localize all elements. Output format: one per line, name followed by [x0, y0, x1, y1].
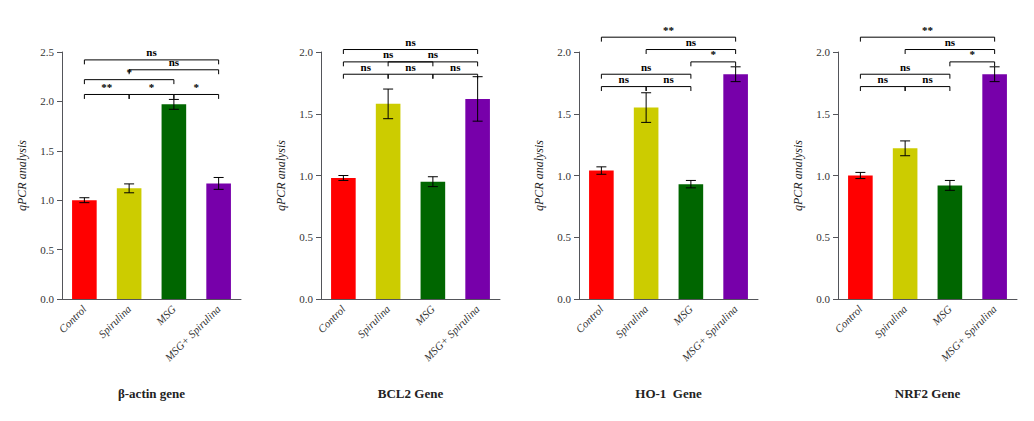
- svg-text:ns: ns: [878, 73, 889, 85]
- svg-text:1.0: 1.0: [40, 194, 54, 206]
- svg-text:ns: ns: [405, 36, 416, 48]
- svg-text:MSG: MSG: [153, 303, 178, 328]
- svg-text:2.0: 2.0: [40, 95, 54, 107]
- svg-text:Spirulina: Spirulina: [96, 302, 134, 340]
- svg-text:MSG: MSG: [929, 303, 954, 328]
- svg-text:qPCR analysis: qPCR analysis: [532, 140, 546, 211]
- svg-text:ns: ns: [450, 61, 461, 73]
- svg-text:0.0: 0.0: [40, 293, 54, 305]
- svg-text:**: **: [663, 24, 675, 36]
- svg-text:ns: ns: [428, 48, 439, 60]
- svg-text:MSG: MSG: [412, 303, 437, 328]
- svg-text:1.5: 1.5: [299, 108, 313, 120]
- svg-text:1.5: 1.5: [816, 108, 830, 120]
- svg-text:ns: ns: [405, 61, 416, 73]
- svg-text:2.0: 2.0: [299, 46, 313, 58]
- svg-text:0.5: 0.5: [299, 231, 313, 243]
- svg-text:HO-1 Gene: HO-1 Gene: [635, 386, 702, 401]
- svg-text:MSG+ Spirulina: MSG+ Spirulina: [679, 302, 741, 364]
- svg-text:Spirulina: Spirulina: [613, 302, 651, 340]
- svg-text:Control: Control: [573, 303, 605, 335]
- svg-text:ns: ns: [169, 56, 180, 68]
- svg-text:**: **: [101, 81, 113, 93]
- svg-text:0.5: 0.5: [40, 244, 54, 256]
- svg-text:MSG: MSG: [670, 303, 695, 328]
- svg-text:ns: ns: [922, 73, 933, 85]
- svg-text:qPCR analysis: qPCR analysis: [791, 140, 805, 211]
- svg-text:0.0: 0.0: [299, 293, 313, 305]
- svg-text:*: *: [970, 48, 976, 60]
- svg-text:2.0: 2.0: [816, 46, 830, 58]
- svg-text:1.0: 1.0: [557, 170, 571, 182]
- svg-text:0.5: 0.5: [557, 231, 571, 243]
- svg-text:*: *: [149, 81, 155, 93]
- svg-text:*: *: [711, 48, 717, 60]
- svg-text:ns: ns: [686, 36, 697, 48]
- svg-text:ns: ns: [383, 48, 394, 60]
- svg-text:Spirulina: Spirulina: [872, 302, 910, 340]
- svg-text:ns: ns: [945, 36, 956, 48]
- svg-text:MSG+ Spirulina: MSG+ Spirulina: [162, 302, 224, 364]
- svg-text:0.5: 0.5: [816, 231, 830, 243]
- svg-text:NRF2 Gene: NRF2 Gene: [895, 386, 961, 401]
- svg-text:MSG+ Spirulina: MSG+ Spirulina: [421, 302, 483, 364]
- svg-text:MSG+ Spirulina: MSG+ Spirulina: [938, 302, 1000, 364]
- svg-text:BCL2 Gene: BCL2 Gene: [378, 386, 444, 401]
- svg-text:1.5: 1.5: [557, 108, 571, 120]
- svg-text:β-actin gene: β-actin gene: [118, 386, 185, 401]
- svg-text:ns: ns: [146, 46, 157, 58]
- svg-text:1.5: 1.5: [40, 145, 54, 157]
- svg-text:Spirulina: Spirulina: [355, 302, 393, 340]
- svg-text:Control: Control: [832, 303, 864, 335]
- svg-text:2.0: 2.0: [557, 46, 571, 58]
- svg-text:ns: ns: [619, 73, 630, 85]
- svg-text:ns: ns: [361, 61, 372, 73]
- svg-text:0.0: 0.0: [816, 293, 830, 305]
- svg-text:0.0: 0.0: [557, 293, 571, 305]
- svg-text:1.0: 1.0: [299, 170, 313, 182]
- svg-text:Control: Control: [315, 303, 347, 335]
- svg-text:ns: ns: [663, 73, 674, 85]
- svg-text:qPCR analysis: qPCR analysis: [15, 140, 29, 211]
- svg-text:2.5: 2.5: [40, 46, 54, 58]
- svg-text:*: *: [194, 81, 200, 93]
- svg-text:1.0: 1.0: [816, 170, 830, 182]
- svg-text:ns: ns: [900, 61, 911, 73]
- svg-text:ns: ns: [641, 61, 652, 73]
- svg-text:**: **: [922, 24, 934, 36]
- svg-text:Control: Control: [56, 303, 88, 335]
- svg-text:qPCR analysis: qPCR analysis: [274, 140, 288, 211]
